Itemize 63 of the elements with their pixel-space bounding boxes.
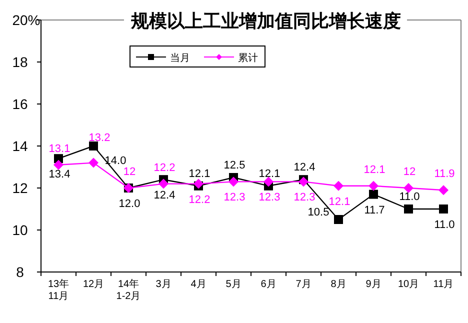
- x-tick-label: 10月: [398, 279, 420, 290]
- x-tick-label: 14年1-2月: [116, 278, 141, 302]
- chart-title: 规模以上工业增加值同比增长速度: [130, 11, 401, 31]
- point: [298, 176, 308, 187]
- data-label: 14.0: [104, 155, 126, 167]
- x-tick-label: 11月: [433, 279, 454, 290]
- point: [438, 185, 448, 196]
- data-label: 13.4: [48, 168, 70, 181]
- point: [369, 190, 378, 199]
- data-label: 12.2: [188, 194, 210, 206]
- data-label: 12: [403, 166, 416, 178]
- legend-label: 当月: [170, 52, 190, 64]
- data-label: 12.3: [258, 192, 280, 204]
- x-tick-label: 9月: [366, 279, 382, 290]
- y-tick-label: 20: [12, 12, 28, 28]
- data-label: 12.2: [154, 162, 176, 174]
- point: [404, 204, 413, 214]
- data-label: 12.4: [294, 162, 316, 174]
- data-label: 12.1: [364, 164, 386, 176]
- point: [334, 180, 344, 191]
- x-tick-label: 8月: [330, 279, 346, 290]
- data-label: 12.1: [258, 168, 280, 180]
- x-tick-label: 7月: [296, 279, 312, 290]
- data-label: 12.0: [118, 198, 140, 210]
- data-label: 12.5: [224, 160, 246, 172]
- data-label: 12.1: [328, 196, 350, 208]
- point: [158, 178, 168, 189]
- data-label: 13.1: [48, 142, 70, 155]
- x-tick-label: 12月: [82, 279, 104, 290]
- point: [54, 160, 64, 170]
- data-label: 11.9: [434, 168, 455, 180]
- point: [334, 215, 343, 224]
- point: [264, 176, 274, 187]
- point: [228, 176, 238, 187]
- y-tick-label: 14: [12, 138, 28, 154]
- x-tick-label: 4月: [190, 279, 206, 290]
- point: [439, 204, 448, 214]
- x-tick-label: 3月: [156, 279, 172, 290]
- data-label: 12.3: [224, 192, 246, 204]
- x-tick-label: 6月: [260, 279, 276, 290]
- point: [368, 180, 378, 191]
- data-label: 10.5: [308, 206, 330, 218]
- y-tick-label: 18: [12, 54, 28, 70]
- data-label: 12.1: [188, 168, 210, 180]
- y-tick-label: 16: [12, 96, 28, 112]
- data-label: 12.3: [294, 192, 316, 204]
- point: [89, 142, 98, 150]
- x-tick-label: 13年11月: [48, 278, 70, 302]
- data-label: 11.0: [434, 219, 455, 231]
- y-tick-label: 8: [16, 264, 24, 280]
- y-axis-title: %: [28, 12, 40, 28]
- data-label: 13.2: [88, 132, 110, 144]
- data-label: 12: [123, 166, 136, 178]
- x-tick-label: 5月: [226, 279, 242, 290]
- y-tick-label: 10: [12, 222, 28, 238]
- data-label: 12.4: [154, 190, 176, 202]
- point: [194, 178, 204, 189]
- data-label: 11.0: [399, 191, 420, 203]
- y-tick-label: 12: [12, 180, 28, 196]
- legend-label: 累计: [238, 52, 258, 64]
- point: [88, 158, 98, 168]
- point: [404, 183, 414, 193]
- data-label: 11.7: [364, 204, 385, 216]
